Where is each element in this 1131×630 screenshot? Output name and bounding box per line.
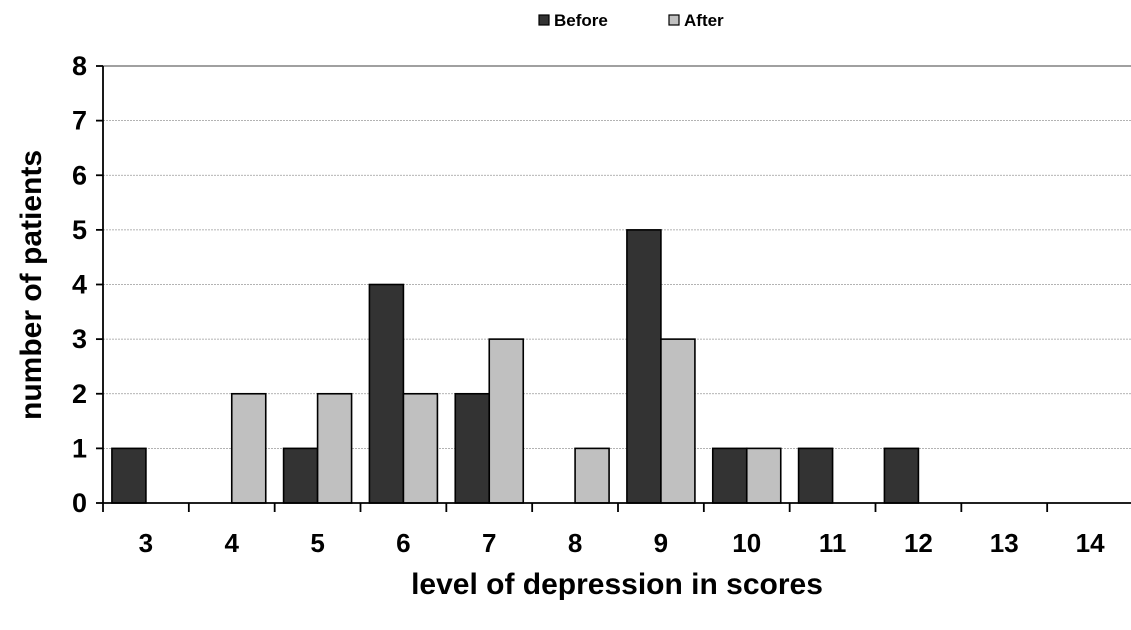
- x-tick-label-6: 6: [396, 528, 410, 558]
- x-tick-label-10: 10: [732, 528, 761, 558]
- x-tick-label-4: 4: [225, 528, 240, 558]
- bars: [111, 229, 920, 504]
- legend-swatch-after: [668, 14, 680, 26]
- y-axis-label: number of patients: [15, 150, 48, 420]
- bar-before-5: [282, 447, 319, 504]
- x-tick-label-11: 11: [819, 528, 847, 558]
- x-tick-label-8: 8: [568, 528, 582, 558]
- x-tick-label-7: 7: [482, 528, 496, 558]
- y-tick-label-7: 7: [72, 106, 87, 136]
- bar-after-7: [488, 338, 525, 504]
- bar-before-3: [111, 447, 147, 504]
- legend-label-before: Before: [554, 11, 608, 30]
- bar-after-9: [660, 338, 696, 504]
- gridlines: [103, 65, 1131, 449]
- bar-before-11: [797, 447, 834, 504]
- bar-after-5: [316, 392, 353, 504]
- x-tick-label-14: 14: [1076, 528, 1105, 558]
- y-tick-label-2: 2: [72, 379, 87, 409]
- y-tick-label-6: 6: [72, 160, 87, 190]
- bar-after-10: [745, 447, 782, 504]
- legend: Before After: [538, 11, 724, 30]
- x-axis-label: level of depression in scores: [411, 568, 823, 601]
- y-tick-label-4: 4: [72, 270, 87, 300]
- y-tick-label-1: 1: [72, 433, 87, 463]
- bar-before-7: [454, 392, 491, 504]
- x-tick-label-9: 9: [654, 528, 668, 558]
- x-tick-label-12: 12: [904, 528, 933, 558]
- x-tick-label-3: 3: [139, 528, 153, 558]
- y-tick-label-0: 0: [72, 488, 87, 518]
- bar-before-9: [626, 229, 662, 504]
- bar-after-4: [230, 392, 267, 504]
- y-tick-label-5: 5: [72, 215, 87, 245]
- x-tick-label-5: 5: [310, 528, 324, 558]
- bar-after-8: [574, 447, 610, 504]
- legend-label-after: After: [684, 11, 724, 30]
- legend-swatch-before: [538, 14, 550, 26]
- x-tick-label-13: 13: [990, 528, 1019, 558]
- y-tick-label-8: 8: [72, 51, 87, 81]
- y-tick-label-3: 3: [72, 324, 87, 354]
- axes: [96, 65, 1131, 512]
- bar-after-6: [402, 392, 439, 504]
- bar-before-6: [368, 283, 405, 504]
- bar-before-10: [711, 447, 748, 504]
- bar-before-12: [883, 447, 920, 504]
